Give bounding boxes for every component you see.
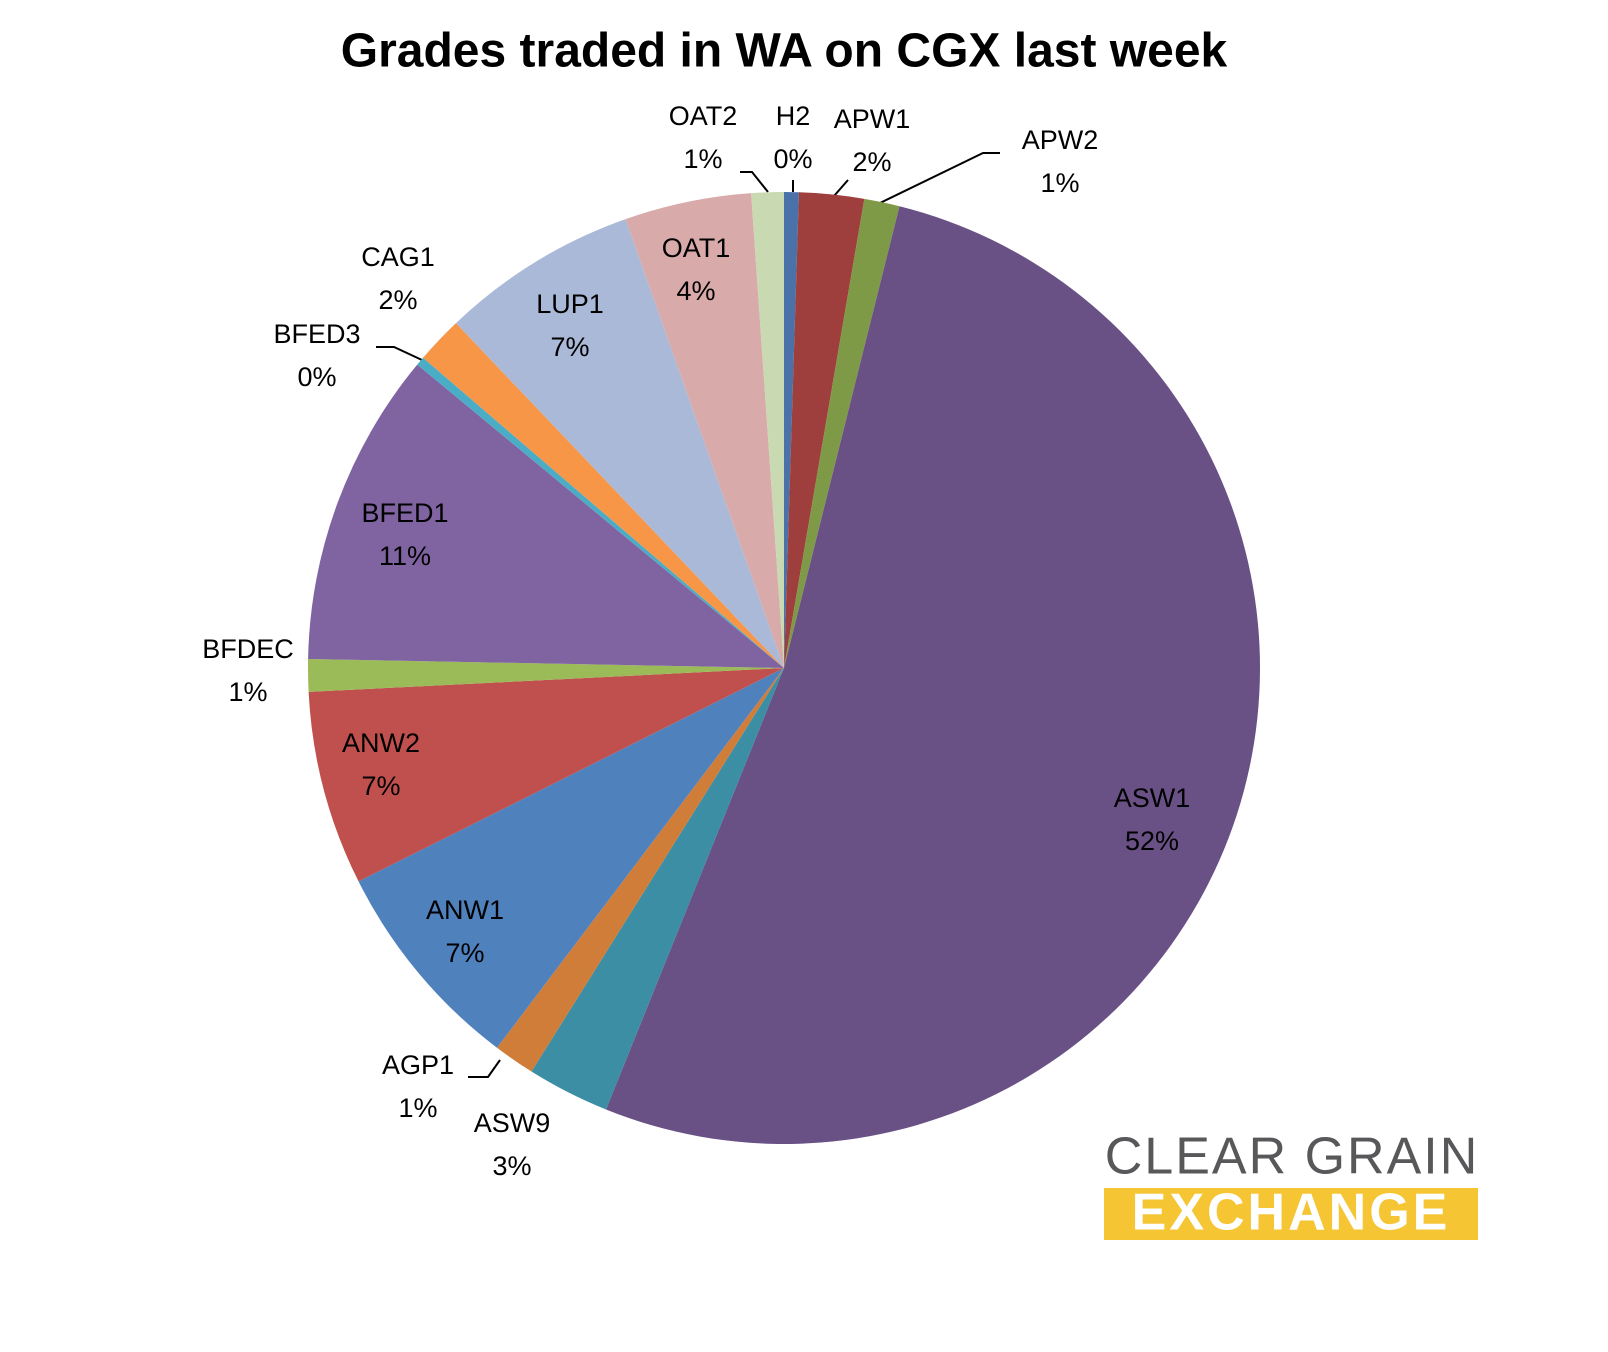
- slice-label: ASW1: [1114, 783, 1191, 813]
- slice-value-label: 4%: [676, 276, 715, 306]
- data-labels: H2 0% APW1 2% APW2 1% ASW1 52% ASW9 3% AGP1 1% ANW1 7…: [202, 101, 1190, 1181]
- logo-band: [1104, 1188, 1478, 1240]
- slice-value-label: 7%: [550, 332, 589, 362]
- slice-value-label: 52%: [1125, 826, 1179, 856]
- pie-slice: [784, 192, 799, 668]
- slice-label: BFED1: [361, 498, 448, 528]
- pie-slice: [531, 668, 784, 1110]
- leader-line: [879, 152, 1000, 204]
- slice-value-label: 7%: [361, 771, 400, 801]
- chart-title: Grades traded in WA on CGX last week: [341, 25, 1228, 78]
- slice-value-label: 7%: [445, 938, 484, 968]
- slice-label: LUP1: [536, 289, 604, 319]
- leader-line: [376, 346, 423, 361]
- logo: CLEAR GRAIN EXCHANGE: [1104, 1128, 1480, 1242]
- pie-slice: [308, 364, 784, 668]
- pie-slice: [625, 193, 784, 668]
- slice-label: CAG1: [361, 242, 435, 272]
- leader-lines: [376, 152, 1000, 1078]
- leader-line: [468, 1059, 501, 1078]
- slice-label: APW2: [1022, 125, 1099, 155]
- slice-value-label: 3%: [492, 1151, 531, 1181]
- pie-slice: [751, 192, 784, 668]
- slice-label: APW1: [834, 104, 911, 134]
- slice-label: ANW2: [342, 728, 420, 758]
- slice-value-label: 2%: [378, 285, 417, 315]
- pie-slice: [455, 219, 784, 668]
- pie-slice: [497, 668, 784, 1072]
- pie-slice: [417, 357, 784, 668]
- slice-value-label: 1%: [228, 677, 267, 707]
- slice-label: BFED3: [273, 319, 360, 349]
- slice-label: OAT1: [662, 233, 731, 263]
- pie-slice: [358, 668, 784, 1048]
- slice-value-label: 0%: [297, 362, 336, 392]
- slice-value-label: 1%: [683, 144, 722, 174]
- pie-slice: [308, 659, 784, 692]
- slice-value-label: 11%: [379, 541, 431, 571]
- slice-label: BFDEC: [202, 634, 294, 664]
- pie-slice: [605, 206, 1261, 1145]
- slice-value-label: 0%: [773, 144, 812, 174]
- pie-slice: [784, 192, 865, 669]
- slice-label: ANW1: [426, 895, 504, 925]
- logo-text: CLEAR GRAIN: [1105, 1128, 1480, 1186]
- pie-slice: [423, 323, 784, 668]
- pie-slice: [308, 668, 784, 882]
- slice-value-label: 2%: [852, 147, 891, 177]
- pie: [308, 192, 1261, 1145]
- slice-label: ASW9: [474, 1108, 551, 1138]
- slice-label: AGP1: [382, 1050, 454, 1080]
- leader-line: [833, 179, 849, 197]
- pie-slice: [784, 198, 900, 668]
- slice-value-label: 1%: [398, 1093, 437, 1123]
- leader-line: [740, 171, 769, 193]
- slice-label: OAT2: [669, 101, 738, 131]
- logo-text: EXCHANGE: [1132, 1184, 1451, 1242]
- slice-label: H2: [776, 101, 811, 131]
- slice-value-label: 1%: [1040, 168, 1079, 198]
